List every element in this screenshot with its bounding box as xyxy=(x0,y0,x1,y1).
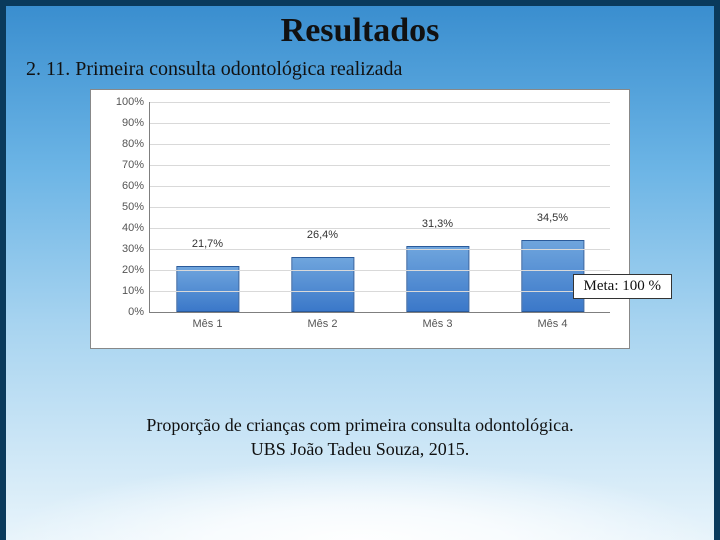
caption-line-2: UBS João Tadeu Souza, 2015. xyxy=(251,439,469,459)
y-tick-label: 100% xyxy=(116,96,150,108)
y-tick-label: 90% xyxy=(122,117,150,129)
meta-badge: Meta: 100 % xyxy=(573,274,672,299)
bar-value-label: 34,5% xyxy=(495,212,610,226)
gridline xyxy=(150,186,610,187)
gridline xyxy=(150,228,610,229)
gridline xyxy=(150,249,610,250)
y-tick-label: 0% xyxy=(128,306,150,318)
gridline xyxy=(150,207,610,208)
slide: Resultados 2. 11. Primeira consulta odon… xyxy=(0,0,720,540)
plot-area: 21,7%26,4%31,3%34,5% 0%10%20%30%40%50%60… xyxy=(149,102,610,313)
gridline xyxy=(150,165,610,166)
x-tick-label: Mês 2 xyxy=(265,312,380,330)
y-tick-label: 20% xyxy=(122,264,150,276)
section-subtitle: 2. 11. Primeira consulta odontológica re… xyxy=(26,58,714,81)
gridline xyxy=(150,291,610,292)
gridline xyxy=(150,144,610,145)
x-tick-label: Mês 4 xyxy=(495,312,610,330)
y-tick-label: 80% xyxy=(122,138,150,150)
gridline xyxy=(150,102,610,103)
bar xyxy=(406,246,469,312)
bar-value-label: 31,3% xyxy=(380,218,495,232)
y-tick-label: 10% xyxy=(122,285,150,297)
x-tick-label: Mês 1 xyxy=(150,312,265,330)
y-tick-label: 50% xyxy=(122,201,150,213)
y-tick-label: 60% xyxy=(122,180,150,192)
bar-chart: 21,7%26,4%31,3%34,5% 0% 10% 20% 30% 40% 50% 60… xyxy=(90,89,630,349)
y-tick-label: 70% xyxy=(122,159,150,171)
gridline xyxy=(150,123,610,124)
page-title: Resultados xyxy=(6,12,714,50)
chart-caption: Proporção de crianças com primeira consu… xyxy=(6,413,714,462)
bar xyxy=(176,266,239,312)
bar-value-label: 26,4% xyxy=(265,229,380,243)
y-tick-label: 30% xyxy=(122,243,150,255)
bar-value-label: 21,7% xyxy=(150,238,265,252)
caption-line-1: Proporção de crianças com primeira consu… xyxy=(146,415,573,435)
y-tick-label: 40% xyxy=(122,222,150,234)
gridline xyxy=(150,270,610,271)
bar xyxy=(291,257,354,312)
x-tick-label: Mês 3 xyxy=(380,312,495,330)
